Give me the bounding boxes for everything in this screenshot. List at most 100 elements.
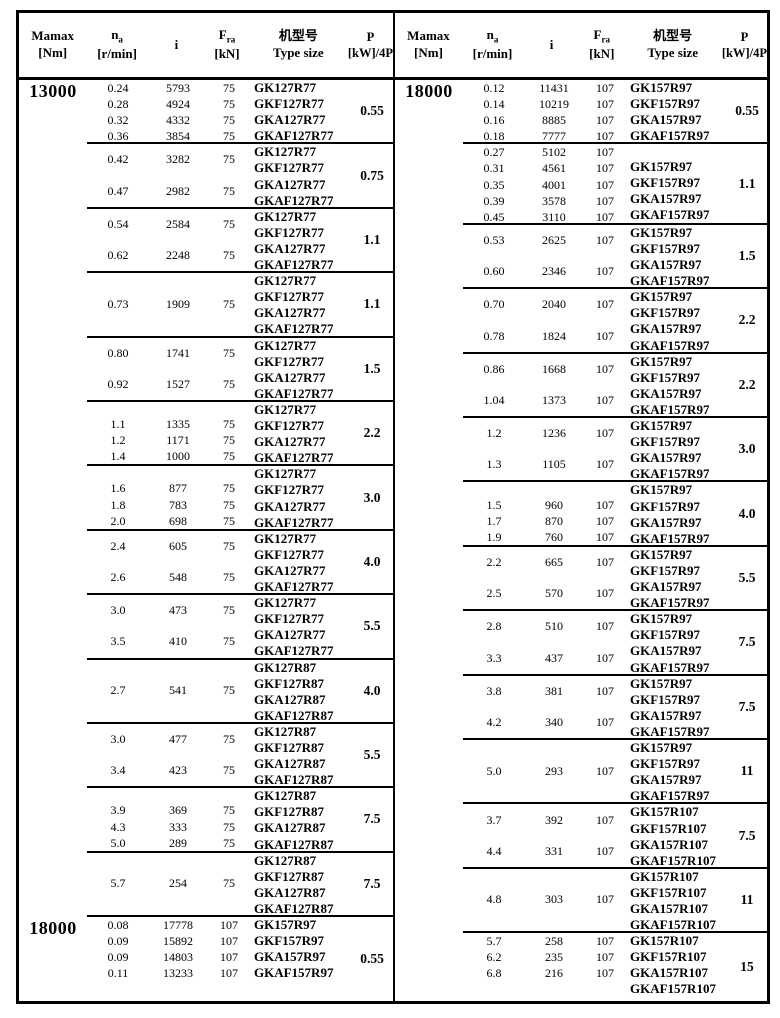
fra-column: 107 (583, 869, 627, 931)
spec-group: 2.2 2.5 665 570 107 107 GK157R97 GKF157R97 GKA15… (395, 547, 767, 612)
na-value: 0.18 (483, 129, 505, 144)
type-size: GKF157R97 (630, 756, 701, 772)
power-value: 11 (740, 891, 754, 907)
na-column: 3.0 3.4 (87, 724, 149, 786)
i-column: 960 870 760 (525, 482, 583, 544)
na-value: 1.9 (486, 529, 502, 544)
type-size: GK127R87 (254, 723, 317, 739)
spec-group: 0.80 0.92 1741 1527 75 75 GK127R77 GKF127R77 GKA… (19, 338, 393, 402)
fra-column: 75 (207, 273, 251, 335)
mamax-value (395, 354, 463, 418)
power-column: 11 (727, 869, 767, 931)
type-size: GKA157R107 (630, 900, 708, 916)
type-size: GK157R107 (630, 868, 699, 884)
na-value: 0.09 (107, 934, 129, 949)
na-column: 1.6 1.8 2.0 (87, 466, 149, 528)
na-value: 2.7 (110, 683, 126, 698)
fra-value: 107 (596, 619, 614, 634)
type-size: GKAF127R77 (254, 128, 334, 144)
type-column: GK127R77 GKF127R77 GKA127R77 GKAF127R77 (251, 530, 351, 594)
na-value: 1.4 (110, 449, 126, 464)
type-size: GKAF127R77 (254, 643, 334, 659)
i-column: 5793 4924 4332 3854 (149, 80, 207, 143)
p-unit: [kW]/4P (347, 46, 393, 60)
group-data: 0.80 0.92 1741 1527 75 75 GK127R77 GKF127R77 GKA… (87, 338, 393, 402)
col-header-type: 机型号 Type size (623, 28, 721, 62)
group-data: 0.54 0.62 2584 2248 75 75 GK127R77 GKF127R77 GKA… (87, 209, 393, 274)
power-column: 1.1 (351, 273, 393, 335)
spec-group: 3.8 4.2 381 340 107 107 GK157R97 GKF157R97 GKA15… (395, 676, 767, 741)
power-column: 7.5 (351, 853, 393, 915)
i-column: 1236 1105 (525, 418, 583, 480)
na-value: 5.7 (110, 876, 126, 891)
ratio-value: 510 (545, 619, 563, 634)
group-data: 0.53 0.60 2625 2346 107 107 GK157R97 GKF157R97 G… (463, 225, 767, 290)
na-value: 6.2 (486, 950, 502, 965)
type-size: GK157R97 (630, 611, 693, 627)
type-size: GKAF157R97 (630, 337, 710, 353)
type-size: GK157R107 (630, 804, 699, 820)
group-data: 3.0 3.5 473 410 75 75 GK127R77 GKF127R77 GKA127R… (87, 595, 393, 660)
mamax-value: 18000 (29, 918, 77, 939)
type-column: GK157R97 GKF157R97 GKA157R97 GKAF157R97 (627, 676, 727, 739)
i-column: 392 331 (525, 804, 583, 866)
mamax-value (395, 289, 463, 353)
mamax-value: 18000 (405, 81, 453, 101)
type-column: GK157R107 GKF157R107 GKA157R107 GKAF157R107 (627, 868, 727, 932)
i-column: 3282 2982 (149, 144, 207, 206)
type-size: GKF157R97 (630, 96, 701, 112)
spec-group: 18000 0.08 0.09 0.09 0.11 17778 15892 14803 1323… (19, 917, 393, 1001)
type-size: GKAF127R87 (254, 707, 334, 723)
type-size: GKA157R107 (630, 836, 708, 852)
fra-value: 107 (220, 934, 238, 949)
fra-column: 107 107 (583, 804, 627, 866)
na-value: 2.0 (110, 513, 126, 528)
na-value: 2.2 (486, 554, 502, 569)
spec-group: 2.8 3.3 510 437 107 107 GK157R97 GKF157R97 GKA15… (395, 611, 767, 676)
i-label: i (174, 36, 179, 52)
na-value: 4.2 (486, 714, 502, 729)
ratio-value: 570 (545, 586, 563, 601)
na-column: 0.80 0.92 (87, 338, 149, 400)
mamax-value (19, 660, 87, 724)
power-column: 2.2 (727, 289, 767, 351)
table-body: 13000 0.24 0.28 0.32 0.36 5793 4924 4332 3854 75 7… (19, 80, 767, 1001)
fra-value: 75 (223, 732, 235, 746)
ratio-value: 877 (169, 481, 187, 496)
type-size: GK127R77 (254, 530, 317, 546)
power-column: 0.55 (727, 80, 767, 142)
mamax-value (395, 418, 463, 482)
power-column: 5.5 (351, 724, 393, 786)
fra-value: 75 (223, 538, 235, 553)
fra-value: 107 (596, 361, 614, 376)
power-column: 4.0 (351, 531, 393, 593)
na-value: 0.86 (483, 361, 505, 376)
power-value: 5.5 (738, 570, 756, 586)
type-size: GKA127R77 (254, 369, 326, 385)
fra-value: 107 (596, 554, 614, 569)
na-column: 3.9 4.3 5.0 (87, 788, 149, 850)
power-column: 5.5 (727, 547, 767, 609)
type-column: GK127R87 GKF127R87 GKA127R87 GKAF127R87 (251, 723, 351, 787)
fra-value: 75 (223, 417, 235, 432)
power-column: 1.5 (351, 338, 393, 400)
ratio-value: 1824 (542, 328, 566, 343)
ratio-value: 333 (169, 819, 187, 834)
ratio-value: 17778 (163, 918, 193, 933)
group-data: 2.8 3.3 510 437 107 107 GK157R97 GKF157R97 GKA15… (463, 611, 767, 676)
type-size: GKF127R77 (254, 418, 325, 434)
type-size: GKAF157R97 (630, 788, 710, 804)
i-column: 473 410 (149, 595, 207, 657)
na-column: 5.7 (87, 853, 149, 915)
col-header-mamax: Mamax [Nm] (395, 28, 462, 62)
ratio-value: 473 (169, 603, 187, 618)
type-label-cn: 机型号 (278, 28, 318, 44)
power-value: 11 (740, 763, 754, 779)
na-column: 3.7 4.4 (463, 804, 525, 866)
fra-value: 107 (596, 763, 614, 778)
na-value: 0.53 (483, 232, 505, 247)
fra-column: 107 107 (583, 611, 627, 673)
fra-value: 107 (596, 232, 614, 247)
na-column: 3.8 4.2 (463, 676, 525, 738)
na-value: 0.11 (107, 966, 129, 981)
